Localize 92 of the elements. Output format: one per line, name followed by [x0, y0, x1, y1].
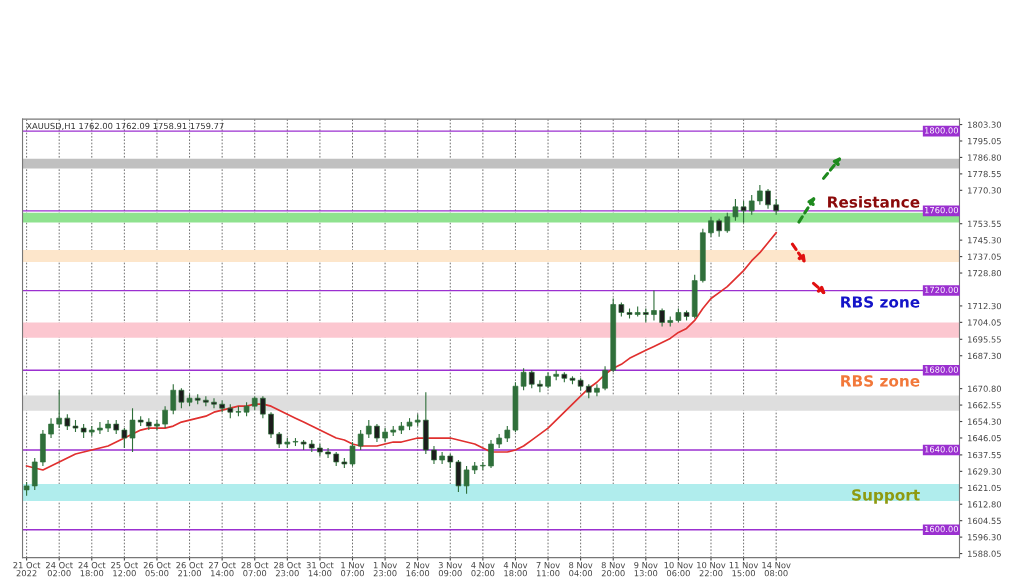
x-tick-label: 10 Nov 06:00 — [664, 561, 693, 577]
y-tick-label: 1770.30 — [968, 187, 1002, 194]
ref-line-label: 1680.00 — [925, 366, 958, 373]
x-tick-label: 1 Nov 23:00 — [373, 562, 397, 577]
y-tick-label: 1803.30 — [968, 121, 1002, 128]
candlestick — [357, 429, 364, 451]
annotation: RBS zone — [841, 296, 920, 308]
y-tick-label: 1637.55 — [968, 451, 1001, 459]
ref-line-label: 1640.00 — [925, 446, 958, 453]
y-tick-label: 1695.55 — [968, 336, 1001, 343]
x-tick-label: 11 Nov 15:00 — [729, 562, 759, 577]
x-tick-label: 26 Oct 05:00 — [143, 561, 171, 577]
x-tick-label: 2 Nov 16:00 — [406, 561, 430, 577]
y-tick-label: 1621.05 — [968, 484, 1001, 492]
x-tick-label: 24 Oct 18:00 — [78, 561, 106, 577]
candlestick — [748, 194, 755, 216]
candlestick — [129, 407, 136, 453]
x-tick-label: 4 Nov 18:00 — [503, 562, 528, 577]
candlestick — [31, 457, 38, 491]
candlestick — [537, 379, 543, 393]
annotation: Support — [852, 489, 920, 504]
line-series — [25, 231, 778, 471]
x-tick-label: 14 Nov 08:00 — [762, 562, 791, 577]
x-tick-label: 10 Nov 22:00 — [697, 561, 726, 577]
x-tick-label: 8 Nov 04:00 — [569, 561, 593, 577]
candlestick — [325, 447, 331, 459]
x-tick-label: 24 Oct 02:00 — [45, 561, 73, 577]
x-tick-label: 28 Oct 23:00 — [274, 561, 301, 577]
annotation: RBS zone — [841, 375, 920, 387]
x-tick-label: 27 Oct 14:00 — [208, 561, 236, 577]
y-tick-label: 1728.80 — [968, 270, 1002, 277]
candlestick — [765, 188, 771, 210]
y-tick-label: 1704.05 — [968, 319, 1001, 326]
y-tick-label: 1712.30 — [968, 302, 1002, 310]
x-tick-label: 21 Oct 2022 — [13, 561, 41, 577]
candlestick — [724, 212, 731, 234]
candlestick — [602, 365, 608, 391]
x-tick-label: 9 Nov 13:00 — [634, 561, 658, 577]
candlestick — [439, 451, 445, 465]
candlestick — [97, 421, 103, 435]
candlestick — [48, 417, 54, 439]
x-tick-label: 8 Nov 20:00 — [601, 561, 626, 577]
candlestick — [757, 184, 763, 206]
y-tick-label: 1654.30 — [968, 418, 1002, 425]
candlestick — [121, 427, 128, 449]
candlestick — [260, 395, 266, 419]
ref-line-label: 1760.00 — [925, 206, 958, 214]
x-tick-label: 7 Nov 11:00 — [536, 562, 560, 577]
candlestick — [170, 383, 177, 415]
x-tick-label: 25 Oct 12:00 — [111, 561, 138, 577]
annotation: Resistance — [828, 195, 920, 208]
y-tick-label: 1687.30 — [968, 352, 1002, 360]
y-tick-label: 1786.80 — [968, 154, 1002, 161]
candlestick — [488, 439, 494, 469]
candlestick — [105, 419, 111, 433]
candlestick — [708, 216, 714, 238]
y-tick-label: 1737.05 — [968, 253, 1001, 260]
x-tick-label: 31 Oct 14:00 — [306, 561, 334, 577]
x-tick-label: 3 Nov 09:00 — [438, 561, 463, 577]
candlestick — [219, 399, 225, 413]
candlestick — [56, 389, 62, 429]
candlestick — [520, 367, 527, 391]
ref-line-label: 1800.00 — [925, 127, 958, 134]
candlestick — [162, 405, 168, 429]
candlestick — [268, 411, 274, 439]
x-tick-label: 26 Oct 21:00 — [176, 561, 204, 577]
chart-title: XAUUSD,H1 1762.00 1762.09 1758.91 1759.77 — [26, 122, 224, 130]
y-tick-label: 1629.30 — [968, 468, 1002, 475]
candlestick — [211, 397, 217, 409]
y-tick-label: 1588.05 — [968, 550, 1001, 557]
x-tick-label: 1 Nov 07:00 — [341, 562, 365, 577]
candlestick — [594, 383, 600, 397]
y-tick-label: 1604.55 — [968, 517, 1001, 524]
candlestick — [317, 443, 323, 457]
y-tick-label: 1646.05 — [968, 434, 1001, 442]
x-tick-label: 28 Oct 07:00 — [241, 561, 269, 577]
ref-line-label: 1600.00 — [925, 525, 958, 533]
candlestick — [480, 461, 486, 471]
candlestick — [651, 290, 657, 322]
y-tick-label: 1778.55 — [968, 170, 1001, 178]
y-tick-label: 1670.80 — [968, 385, 1002, 392]
y-tick-label: 1662.55 — [968, 402, 1001, 409]
x-tick-label: 4 Nov 02:00 — [471, 562, 495, 577]
y-tick-label: 1596.30 — [968, 534, 1002, 541]
candlestick — [154, 419, 160, 431]
candlestick — [349, 441, 356, 467]
ref-line-label: 1720.00 — [925, 286, 958, 293]
candlestick — [178, 387, 185, 409]
y-tick-label: 1753.55 — [968, 220, 1001, 227]
y-tick-label: 1745.30 — [968, 237, 1002, 244]
y-tick-label: 1795.05 — [968, 137, 1001, 145]
y-tick-label: 1612.80 — [968, 501, 1002, 508]
